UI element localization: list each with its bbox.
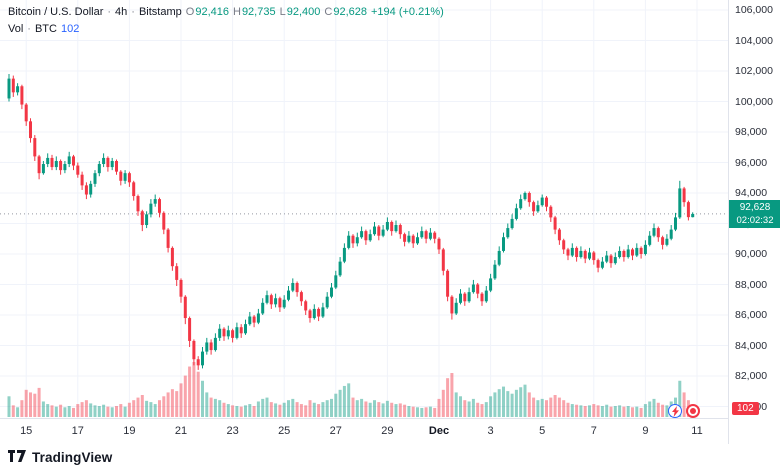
time-axis-label: 23 <box>226 425 239 437</box>
price-axis[interactable]: 92,628 02:02:32 102 106,000 104,000 102,00… <box>728 0 780 444</box>
time-axis-label: 21 <box>174 425 188 437</box>
time-axis-label: 25 <box>278 425 291 437</box>
price-axis-label: 98,000 <box>735 126 768 138</box>
volume-axis-badge: 102 <box>732 402 759 415</box>
price-axis-label: 84,000 <box>735 339 768 352</box>
price-axis-label: 90,000 <box>735 248 768 260</box>
symbol-title[interactable]: Bitcoin / U.S. Dollar <box>8 6 104 18</box>
price-axis-label: 82,000 <box>735 370 768 382</box>
price-axis-label: 100,000 <box>735 95 773 108</box>
time-axis-label: 7 <box>590 425 597 437</box>
ohlc-high: H 92,735 <box>232 6 276 18</box>
time-axis-label: 15 <box>20 425 33 437</box>
lightning-icon[interactable] <box>668 404 682 418</box>
ohlc-close: C 92,628 <box>324 6 367 18</box>
exchange-label[interactable]: Bitstamp <box>138 6 182 18</box>
time-axis-label: 5 <box>539 425 546 437</box>
time-axis[interactable]: 15 17 19 21 23 25 27 29 Dec 3 5 7 9 11 <box>0 418 728 444</box>
tradingview-logo-icon[interactable] <box>8 450 26 464</box>
last-price-badge: 92,628 02:02:32 <box>729 199 780 228</box>
price-axis-label: 86,000 <box>735 309 768 321</box>
price-axis-label: 104,000 <box>735 34 773 47</box>
volume-label[interactable]: Vol <box>8 23 24 35</box>
price-change: +194 (+0.21%) <box>370 6 444 18</box>
time-axis-label: 19 <box>123 425 136 437</box>
footer: TradingView <box>0 444 780 470</box>
volume-unit: BTC <box>34 23 57 35</box>
interval-label[interactable]: 4h <box>115 6 128 18</box>
ohlc-open: O 92,416 <box>185 6 229 18</box>
time-axis-label: Dec <box>428 425 450 437</box>
price-axis-label: 96,000 <box>735 156 768 169</box>
volume-row: Vol · BTC 102 <box>8 23 444 35</box>
time-axis-label: 9 <box>642 425 649 437</box>
target-icon[interactable] <box>686 404 700 418</box>
separator: · <box>27 23 31 35</box>
time-axis-label: 29 <box>381 425 394 437</box>
price-axis-label: 106,000 <box>735 4 773 16</box>
time-axis-label: 11 <box>691 425 703 437</box>
time-axis-label: 17 <box>71 425 84 437</box>
time-axis-label: 3 <box>487 425 494 437</box>
volume-value: 102 <box>60 23 80 35</box>
separator: · <box>131 6 135 18</box>
price-axis-label: 102,000 <box>735 65 773 77</box>
bar-countdown: 02:02:32 <box>736 214 774 226</box>
tradingview-wordmark[interactable]: TradingView <box>32 449 113 465</box>
price-axis-label: 88,000 <box>735 278 768 291</box>
ohlc-low: L 92,400 <box>279 6 321 18</box>
last-price-value: 92,628 <box>739 201 771 213</box>
price-axis-label: 94,000 <box>735 187 768 199</box>
candlestick-chart[interactable] <box>0 0 728 418</box>
separator: · <box>107 6 112 18</box>
time-axis-label: 27 <box>329 425 342 437</box>
